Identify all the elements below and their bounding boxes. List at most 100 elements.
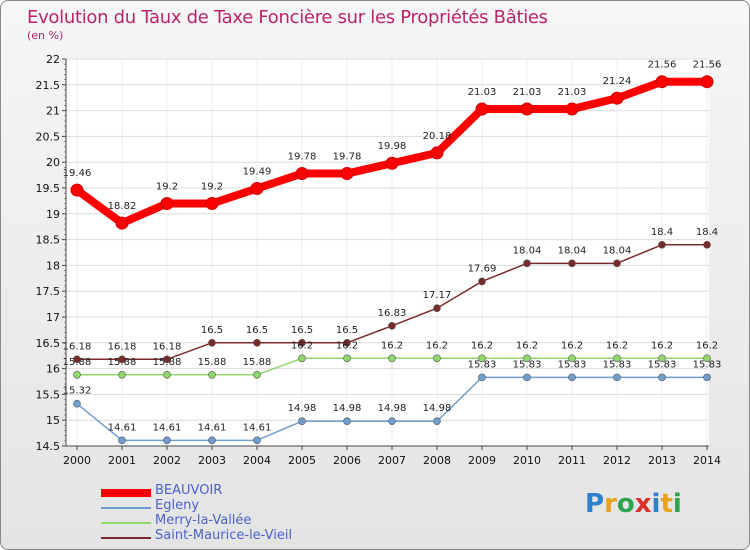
data-label: 16.5 (246, 325, 268, 336)
data-point (70, 183, 84, 197)
logo-letter: P (585, 489, 605, 519)
data-point (433, 354, 441, 363)
data-point (298, 417, 306, 426)
data-label: 17.69 (468, 263, 497, 274)
data-label: 16.5 (336, 325, 358, 336)
data-label: 16.5 (291, 325, 313, 336)
data-label: 21.24 (603, 76, 632, 87)
x-tick-label: 2004 (243, 454, 271, 467)
data-point (118, 355, 126, 364)
data-label: 16.2 (471, 340, 493, 351)
data-point (565, 102, 579, 116)
chart-title: Evolution du Taux de Taxe Foncière sur l… (27, 7, 548, 28)
data-point (475, 102, 489, 116)
y-tick-label: 15.5 (36, 388, 61, 401)
data-point (613, 259, 621, 268)
data-point (73, 370, 81, 379)
data-label: 16.2 (696, 340, 718, 351)
y-tick-label: 19 (46, 208, 60, 221)
data-point (160, 196, 174, 210)
data-label: 14.98 (333, 403, 362, 414)
data-point (388, 417, 396, 426)
data-point (253, 338, 261, 347)
y-tick-label: 17.5 (36, 285, 61, 298)
data-point (340, 167, 354, 181)
legend-swatch (101, 522, 151, 524)
x-tick-label: 2009 (468, 454, 496, 467)
data-label: 19.78 (288, 152, 317, 163)
data-label: 16.2 (606, 340, 628, 351)
data-label: 17.17 (423, 290, 452, 301)
data-point (253, 436, 261, 445)
data-label: 14.98 (423, 403, 452, 414)
y-tick-label: 17 (46, 311, 60, 324)
data-point (250, 182, 264, 196)
x-tick-label: 2000 (63, 454, 91, 467)
data-point (568, 259, 576, 268)
logo-letter: x (634, 489, 652, 519)
data-point (433, 304, 441, 313)
data-label: 14.98 (288, 403, 317, 414)
data-point (343, 338, 351, 347)
data-label: 14.61 (108, 422, 137, 433)
data-label: 16.18 (63, 341, 92, 352)
legend-label: BEAUVOIR (155, 483, 223, 498)
data-label: 15.83 (648, 359, 677, 370)
data-point (298, 338, 306, 347)
y-tick-label: 16 (46, 363, 60, 376)
data-label: 15.88 (63, 357, 92, 368)
x-tick-label: 2014 (693, 454, 721, 467)
legend-label: Egleny (155, 498, 200, 513)
y-tick-label: 18.5 (36, 234, 61, 247)
data-point (118, 370, 126, 379)
data-label: 19.78 (333, 152, 362, 163)
proxiti-logo: Proxiti (585, 489, 682, 519)
data-point (658, 240, 666, 249)
data-point (523, 354, 531, 363)
y-tick-label: 19.5 (36, 182, 61, 195)
x-tick-label: 2012 (603, 454, 631, 467)
data-point (118, 436, 126, 445)
data-label: 19.46 (63, 168, 92, 179)
data-label: 16.2 (426, 340, 448, 351)
logo-letter: i (651, 489, 661, 519)
legend-swatch (101, 537, 151, 539)
axes: 14.5 15 15.5 16 16.5 17 17.5 18 18.5 19 19.5 20 20.5… (36, 53, 722, 467)
data-point (298, 354, 306, 363)
data-label: 18.4 (651, 227, 673, 238)
data-label: 19.2 (201, 181, 223, 192)
x-tick-label: 2006 (333, 454, 361, 467)
data-label: 21.03 (558, 87, 587, 98)
y-tick-label: 15 (46, 414, 60, 427)
data-point (613, 373, 621, 382)
data-label: 19.49 (243, 167, 272, 178)
data-label: 16.83 (378, 308, 407, 319)
unit-label: (en %) (27, 29, 64, 42)
data-label: 20.18 (423, 131, 452, 142)
data-point (208, 338, 216, 347)
data-point (208, 436, 216, 445)
data-point (478, 354, 486, 363)
data-label: 16.2 (291, 340, 313, 351)
data-point (343, 354, 351, 363)
data-point (613, 354, 621, 363)
data-label: 18.04 (558, 245, 587, 256)
data-label: 16.18 (108, 341, 137, 352)
data-label: 15.83 (513, 359, 542, 370)
data-point (523, 259, 531, 268)
data-point (700, 75, 714, 89)
data-label: 16.2 (651, 340, 673, 351)
data-label: 16.5 (201, 325, 223, 336)
x-tick-label: 2007 (378, 454, 406, 467)
y-tick-label: 18 (46, 259, 60, 272)
data-point (385, 156, 399, 170)
data-label: 16.18 (153, 341, 182, 352)
data-label: 15.83 (558, 359, 587, 370)
data-point (478, 277, 486, 286)
data-point (703, 373, 711, 382)
grid-lines (66, 58, 709, 447)
data-label: 21.03 (513, 87, 542, 98)
logo-letter: r (604, 489, 617, 519)
data-point (253, 370, 261, 379)
data-label: 18.04 (513, 245, 542, 256)
